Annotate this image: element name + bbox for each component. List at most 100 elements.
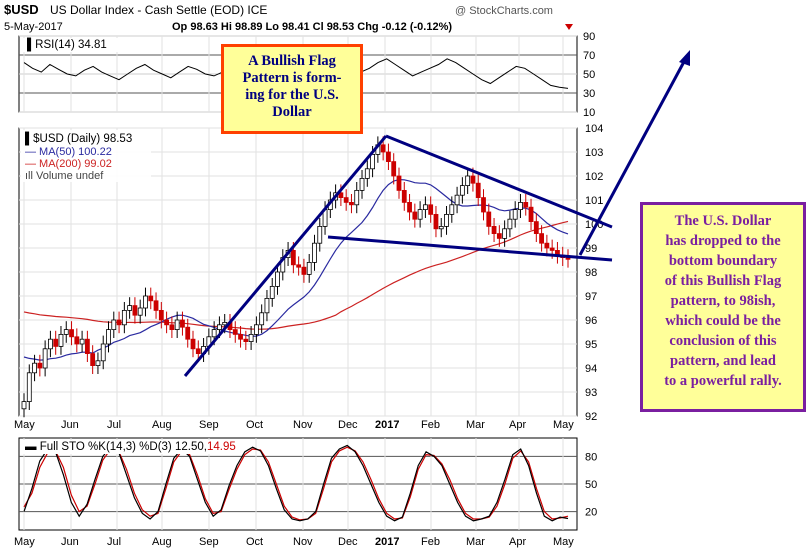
sto-tick-label: 20 <box>585 507 597 519</box>
candle-body <box>137 307 143 316</box>
candle-body <box>132 305 138 316</box>
candle-body <box>69 329 74 338</box>
candle-body <box>470 175 476 184</box>
candle-body <box>512 209 518 220</box>
candle-body <box>259 312 265 326</box>
chart-symbol: $USD <box>4 2 39 17</box>
candle-body <box>63 329 69 335</box>
candle-body <box>549 247 555 251</box>
candle-body <box>539 233 544 244</box>
sto-month-label: Jun <box>61 536 79 548</box>
sto-month-label: Apr <box>509 536 526 548</box>
chart-date: 5-May-2017 <box>4 21 63 33</box>
price-tick-label: 94 <box>585 363 597 375</box>
candle-body <box>317 225 323 244</box>
sto-tick-label: 50 <box>585 479 597 491</box>
note-line-3: bottom boundary <box>668 253 778 269</box>
sto-label-bg <box>21 440 231 454</box>
rsi-label-bg <box>21 38 141 52</box>
price-month-label: Feb <box>421 419 440 431</box>
price-month-label: Jun <box>61 419 79 431</box>
sto-month-label: Feb <box>421 536 440 548</box>
price-month-label: Aug <box>152 419 172 431</box>
price-tick-label: 101 <box>585 195 603 207</box>
price-tick-label: 95 <box>585 339 597 351</box>
price-month-label: Jul <box>107 419 121 431</box>
candle-body <box>116 319 122 326</box>
candle-body <box>121 309 127 326</box>
candle-body <box>301 266 307 275</box>
price-legend-title: ▌$USD (Daily) 98.53 <box>25 131 132 146</box>
candle-body <box>364 168 370 179</box>
candle-body <box>444 213 449 227</box>
candle-body <box>148 295 154 302</box>
candle-body <box>185 326 191 340</box>
candle-body <box>158 309 164 321</box>
candle-body <box>111 319 117 331</box>
candle-body <box>100 343 106 362</box>
candle-body <box>401 189 407 203</box>
price-tick-label: 102 <box>585 171 603 183</box>
candle-body <box>264 297 270 314</box>
candle-body <box>475 182 481 198</box>
candle-body <box>243 338 249 343</box>
candle-body <box>296 264 302 268</box>
sto-month-label: Mar <box>466 536 485 548</box>
candle-body <box>190 338 196 350</box>
candle-body <box>58 333 64 347</box>
flagpole-line <box>183 135 388 377</box>
candle-body <box>95 360 101 366</box>
price-month-label: Dec <box>338 419 358 431</box>
rsi-label: ▌RSI(14) 34.81 <box>27 37 107 52</box>
rsi-tick-label: 50 <box>583 69 595 81</box>
candle-body <box>386 151 391 163</box>
candle-body <box>338 192 344 199</box>
candle-body <box>349 201 354 206</box>
note-line-8: pattern, and lead <box>670 353 776 369</box>
price-tick-label: 99 <box>585 243 597 255</box>
candle-body <box>84 338 90 355</box>
callout-line-2: Pattern is form- <box>242 70 342 86</box>
rsi-tick-label: 10 <box>583 107 595 119</box>
candle-body <box>528 206 534 222</box>
price-month-label: Nov <box>293 419 313 431</box>
candle-body <box>211 329 217 338</box>
sto-month-label: Jul <box>107 536 121 548</box>
candle-body <box>26 372 32 402</box>
candle-body <box>143 295 148 309</box>
candle-body <box>507 218 513 230</box>
sto-month-label: May <box>553 536 574 548</box>
candle-body <box>396 175 402 191</box>
chart-name: US Dollar Index - Cash Settle (EOD) ICE <box>50 3 267 17</box>
candle-body <box>217 324 222 330</box>
sto-label: ▬ Full STO %K(14,3) %D(3) 12.50, <box>25 441 207 453</box>
candle-body <box>174 319 180 331</box>
note-line-5: pattern, to 98ish, <box>670 293 776 309</box>
candle-body <box>523 201 529 208</box>
price-month-label: Sep <box>199 419 219 431</box>
candle-body <box>79 338 85 345</box>
candle-body <box>269 285 275 299</box>
price-tick-label: 104 <box>585 123 603 135</box>
ma50-legend: — MA(50) 100.22 <box>25 146 112 158</box>
candle-body <box>74 336 80 345</box>
price-month-label: Oct <box>246 419 263 431</box>
candle-body <box>438 225 444 230</box>
candle-body <box>21 401 27 410</box>
candle-body <box>275 271 280 287</box>
candle-body <box>42 348 48 369</box>
candle-body <box>496 233 502 239</box>
candle-body <box>391 161 397 177</box>
rsi-tick-label: 70 <box>583 50 595 62</box>
candle-body <box>53 338 59 347</box>
candle-body <box>127 305 133 311</box>
price-month-label: May <box>553 419 574 431</box>
callout-line-1: A Bullish Flag <box>248 53 336 69</box>
sto-month-label: Sep <box>199 536 219 548</box>
candle-body <box>222 321 228 326</box>
candle-body <box>422 204 428 211</box>
chg-down-icon <box>565 24 573 30</box>
sto-month-label: 2017 <box>375 536 399 548</box>
candle-body <box>306 261 312 275</box>
candle-body <box>238 333 243 340</box>
